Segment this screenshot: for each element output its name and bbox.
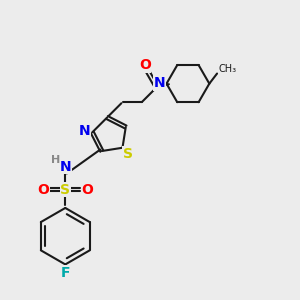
Text: S: S bbox=[60, 182, 70, 197]
Text: N: N bbox=[154, 76, 166, 90]
Text: H: H bbox=[51, 155, 60, 165]
Text: S: S bbox=[123, 147, 133, 161]
Text: O: O bbox=[37, 182, 49, 197]
Text: N: N bbox=[59, 160, 71, 174]
Text: CH₃: CH₃ bbox=[219, 64, 237, 74]
Text: N: N bbox=[79, 124, 91, 138]
Text: O: O bbox=[139, 58, 151, 72]
Text: O: O bbox=[82, 182, 94, 197]
Text: F: F bbox=[61, 266, 70, 280]
